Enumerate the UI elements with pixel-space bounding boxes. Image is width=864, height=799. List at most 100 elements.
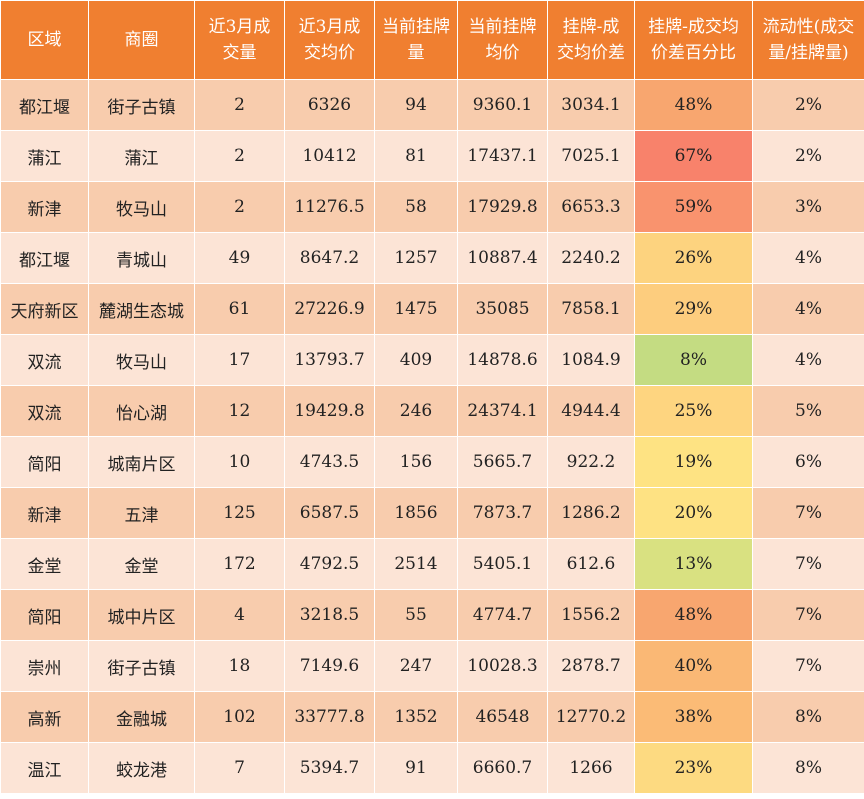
cell-region: 都江堰 bbox=[0, 79, 89, 131]
cell-price-diff-pct: 48% bbox=[634, 79, 753, 131]
cell-price-diff-pct: 19% bbox=[634, 436, 753, 488]
cell-list-price: 46548 bbox=[457, 691, 548, 743]
cell-business-area: 蛟龙港 bbox=[88, 742, 195, 794]
cell-deal-price: 5394.7 bbox=[284, 742, 375, 794]
cell-liquidity: 2% bbox=[752, 130, 864, 182]
cell-deal-price: 8647.2 bbox=[284, 232, 375, 284]
cell-listings: 1475 bbox=[374, 283, 458, 335]
header-price-diff-pct: 挂牌-成交均 价差百分比 bbox=[634, 0, 753, 80]
table-row: 新津 五津 125 6587.5 1856 7873.7 1286.2 20% 7% bbox=[0, 487, 864, 539]
cell-recent-deals: 2 bbox=[194, 181, 285, 233]
cell-price-diff-pct: 40% bbox=[634, 640, 753, 692]
header-list-price-line1: 当前挂牌 bbox=[468, 17, 537, 37]
cell-deal-price: 4792.5 bbox=[284, 538, 375, 590]
cell-region: 简阳 bbox=[0, 589, 89, 641]
cell-price-diff: 1556.2 bbox=[547, 589, 635, 641]
cell-region: 高新 bbox=[0, 691, 89, 743]
cell-price-diff: 1266 bbox=[547, 742, 635, 794]
header-price-diff-line2: 交均价差 bbox=[557, 43, 625, 63]
cell-liquidity: 8% bbox=[752, 742, 864, 794]
cell-price-diff-pct: 13% bbox=[634, 538, 753, 590]
cell-price-diff: 1084.9 bbox=[547, 334, 635, 386]
cell-recent-deals: 17 bbox=[194, 334, 285, 386]
cell-list-price: 24374.1 bbox=[457, 385, 548, 437]
cell-listings: 409 bbox=[374, 334, 458, 386]
cell-liquidity: 7% bbox=[752, 487, 864, 539]
cell-business-area: 牧马山 bbox=[88, 334, 195, 386]
cell-region: 双流 bbox=[0, 334, 89, 386]
header-row: 区域 商圈 近3月成 交量 近3月成 交均价 当前挂牌量 当前挂牌 均价 挂牌-成 交均… bbox=[0, 0, 864, 80]
header-liquidity-line2: 量/挂牌量) bbox=[768, 43, 849, 63]
cell-price-diff: 7858.1 bbox=[547, 283, 635, 335]
header-price-diff-pct-line1: 挂牌-成交均 bbox=[648, 17, 739, 37]
cell-listings: 246 bbox=[374, 385, 458, 437]
cell-listings: 1257 bbox=[374, 232, 458, 284]
cell-price-diff-pct: 48% bbox=[634, 589, 753, 641]
header-price-diff: 挂牌-成 交均价差 bbox=[547, 0, 635, 80]
table-row: 简阳 城南片区 10 4743.5 156 5665.7 922.2 19% 6% bbox=[0, 436, 864, 488]
cell-liquidity: 4% bbox=[752, 334, 864, 386]
cell-business-area: 街子古镇 bbox=[88, 79, 195, 131]
cell-deal-price: 19429.8 bbox=[284, 385, 375, 437]
cell-region: 天府新区 bbox=[0, 283, 89, 335]
cell-recent-deals: 10 bbox=[194, 436, 285, 488]
table-row: 新津 牧马山 2 11276.5 58 17929.8 6653.3 59% 3% bbox=[0, 181, 864, 233]
header-liquidity: 流动性(成交 量/挂牌量) bbox=[752, 0, 864, 80]
table-row: 都江堰 青城山 49 8647.2 1257 10887.4 2240.2 26% 4% bbox=[0, 232, 864, 284]
cell-region: 蒲江 bbox=[0, 130, 89, 182]
cell-business-area: 青城山 bbox=[88, 232, 195, 284]
table-row: 金堂 金堂 172 4792.5 2514 5405.1 612.6 13% 7% bbox=[0, 538, 864, 590]
header-price-diff-pct-line2: 价差百分比 bbox=[651, 43, 736, 63]
header-list-price: 当前挂牌 均价 bbox=[457, 0, 548, 80]
cell-list-price: 10887.4 bbox=[457, 232, 548, 284]
table-row: 简阳 城中片区 4 3218.5 55 4774.7 1556.2 48% 7% bbox=[0, 589, 864, 641]
cell-list-price: 17929.8 bbox=[457, 181, 548, 233]
cell-price-diff-pct: 59% bbox=[634, 181, 753, 233]
cell-price-diff: 6653.3 bbox=[547, 181, 635, 233]
cell-region: 简阳 bbox=[0, 436, 89, 488]
cell-price-diff-pct: 26% bbox=[634, 232, 753, 284]
cell-region: 新津 bbox=[0, 181, 89, 233]
cell-recent-deals: 2 bbox=[194, 130, 285, 182]
cell-recent-deals: 125 bbox=[194, 487, 285, 539]
table-row: 崇州 街子古镇 18 7149.6 247 10028.3 2878.7 40% 7% bbox=[0, 640, 864, 692]
cell-region: 双流 bbox=[0, 385, 89, 437]
cell-recent-deals: 172 bbox=[194, 538, 285, 590]
cell-list-price: 5665.7 bbox=[457, 436, 548, 488]
cell-price-diff: 922.2 bbox=[547, 436, 635, 488]
cell-liquidity: 7% bbox=[752, 589, 864, 641]
cell-liquidity: 2% bbox=[752, 79, 864, 131]
cell-business-area: 五津 bbox=[88, 487, 195, 539]
cell-price-diff-pct: 8% bbox=[634, 334, 753, 386]
cell-listings: 91 bbox=[374, 742, 458, 794]
header-recent-deals-line1: 近3月成 bbox=[208, 17, 271, 37]
header-business-area: 商圈 bbox=[88, 0, 195, 80]
cell-deal-price: 6587.5 bbox=[284, 487, 375, 539]
cell-listings: 156 bbox=[374, 436, 458, 488]
header-deal-price: 近3月成 交均价 bbox=[284, 0, 375, 80]
cell-listings: 94 bbox=[374, 79, 458, 131]
cell-region: 金堂 bbox=[0, 538, 89, 590]
table-body: 都江堰 街子古镇 2 6326 94 9360.1 3034.1 48% 2% 蒲江 蒲江 2 1041… bbox=[0, 79, 864, 794]
cell-liquidity: 7% bbox=[752, 538, 864, 590]
cell-deal-price: 33777.8 bbox=[284, 691, 375, 743]
cell-deal-price: 10412 bbox=[284, 130, 375, 182]
table-row: 双流 牧马山 17 13793.7 409 14878.6 1084.9 8% 4% bbox=[0, 334, 864, 386]
header-deal-price-line2: 交均价 bbox=[304, 43, 355, 63]
cell-list-price: 17437.1 bbox=[457, 130, 548, 182]
cell-liquidity: 8% bbox=[752, 691, 864, 743]
cell-price-diff: 2878.7 bbox=[547, 640, 635, 692]
cell-listings: 58 bbox=[374, 181, 458, 233]
cell-price-diff: 2240.2 bbox=[547, 232, 635, 284]
cell-deal-price: 13793.7 bbox=[284, 334, 375, 386]
cell-business-area: 牧马山 bbox=[88, 181, 195, 233]
header-liquidity-line1: 流动性(成交 bbox=[762, 17, 855, 37]
table-row: 蒲江 蒲江 2 10412 81 17437.1 7025.1 67% 2% bbox=[0, 130, 864, 182]
table-row: 双流 怡心湖 12 19429.8 246 24374.1 4944.4 25% 5% bbox=[0, 385, 864, 437]
cell-recent-deals: 18 bbox=[194, 640, 285, 692]
cell-price-diff-pct: 67% bbox=[634, 130, 753, 182]
cell-list-price: 4774.7 bbox=[457, 589, 548, 641]
cell-deal-price: 7149.6 bbox=[284, 640, 375, 692]
cell-price-diff-pct: 38% bbox=[634, 691, 753, 743]
cell-price-diff: 12770.2 bbox=[547, 691, 635, 743]
